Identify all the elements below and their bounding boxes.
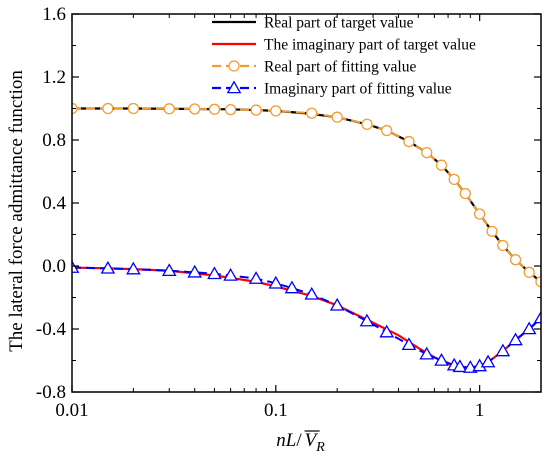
legend-marker-imaginary-part-of-fitting-value	[226, 80, 242, 94]
series-point-imaginary-part-of-fitting-value	[72, 260, 80, 273]
series-point-imaginary-part-of-fitting-value	[495, 343, 511, 357]
legend-label-real-part-of-target-value: Real part of target value	[264, 15, 414, 32]
series-point-real-part-of-fitting-value	[250, 104, 262, 116]
series-point-real-part-of-fitting-value	[448, 173, 460, 186]
legend-label-real-part-of-fitting-value: Real part of fitting value	[264, 59, 416, 76]
series-point-real-part-of-fitting-value	[127, 102, 140, 115]
series-point-real-part-of-fitting-value	[535, 276, 541, 288]
series-point-imaginary-part-of-fitting-value	[434, 352, 449, 366]
series-point-real-part-of-fitting-value	[421, 146, 433, 159]
y-tick-label: 1.6	[42, 4, 66, 25]
x-axis-title-slash: /	[296, 430, 302, 451]
series-point-real-part-of-fitting-value	[486, 225, 498, 238]
y-tick-label: -0.4	[36, 319, 67, 340]
series-point-imaginary-part-of-fitting-value	[187, 264, 203, 278]
series-line-the-imaginary-part-of-target-value	[72, 266, 541, 369]
series-point-imaginary-part-of-fitting-value	[304, 286, 320, 300]
series-point-real-part-of-fitting-value	[381, 124, 393, 137]
x-axis-title: nL/VR	[276, 430, 325, 455]
series-point-real-part-of-fitting-value	[361, 118, 373, 130]
series-point-real-part-of-fitting-value	[509, 254, 522, 266]
series-point-real-part-of-fitting-value	[459, 187, 471, 200]
series-point-imaginary-part-of-fitting-value	[419, 346, 435, 360]
series-point-real-part-of-fitting-value	[102, 102, 114, 115]
x-tick-label: 1	[475, 400, 485, 421]
y-tick-label: 0.0	[42, 256, 66, 277]
series-point-real-part-of-fitting-value	[435, 159, 448, 171]
svg-text:nL/VR: nL/VR	[276, 430, 325, 455]
legend-marker-real-part-of-fitting-value	[228, 60, 240, 72]
series-point-real-part-of-fitting-value	[163, 103, 175, 115]
axis-ticks: 1.6 1.2 0.8 0.4 0.0 -0.4 -0.80.01 0.1 1	[36, 4, 541, 421]
series-point-real-part-of-fitting-value	[331, 111, 343, 123]
series-point-imaginary-part-of-fitting-value	[452, 359, 468, 373]
series-point-imaginary-part-of-fitting-value	[207, 266, 222, 280]
x-axis-title-variable: nL	[276, 430, 296, 451]
series-point-imaginary-part-of-fitting-value	[223, 267, 238, 281]
series-point-real-part-of-fitting-value	[306, 107, 318, 119]
y-tick-label: -0.8	[36, 382, 66, 403]
series-point-real-part-of-fitting-value	[473, 208, 486, 220]
y-tick-label: 1.2	[42, 67, 66, 88]
series-point-imaginary-part-of-fitting-value	[248, 271, 264, 284]
series-point-imaginary-part-of-fitting-value	[284, 280, 300, 294]
series-layer	[72, 102, 541, 373]
x-tick-label: 0.01	[55, 400, 88, 421]
legend-label-imaginary-part-of-fitting-value: Imaginary part of fitting value	[264, 81, 452, 98]
x-tick-label: 0.1	[264, 400, 288, 421]
series-point-imaginary-part-of-fitting-value	[161, 263, 177, 277]
series-line-imaginary-part-of-fitting-value	[72, 266, 541, 369]
series-point-imaginary-part-of-fitting-value	[126, 261, 141, 275]
series-point-imaginary-part-of-fitting-value	[359, 313, 375, 327]
x-axis-title-v: V	[305, 430, 319, 451]
series-point-imaginary-part-of-fitting-value	[379, 324, 395, 338]
series-point-real-part-of-fitting-value	[224, 103, 237, 116]
series-point-real-part-of-fitting-value	[523, 266, 535, 278]
y-tick-label: 0.8	[42, 130, 66, 151]
series-point-imaginary-part-of-fitting-value	[508, 332, 523, 346]
series-point-imaginary-part-of-fitting-value	[480, 354, 496, 368]
series-point-real-part-of-fitting-value	[497, 239, 509, 252]
series-point-imaginary-part-of-fitting-value	[268, 275, 284, 289]
legend-label-the-imaginary-part-of-target-value: The imaginary part of target value	[264, 37, 476, 54]
x-axis-title-subscript: R	[315, 440, 325, 455]
series-point-imaginary-part-of-fitting-value	[329, 297, 345, 311]
y-tick-label: 0.4	[42, 193, 66, 214]
series-point-imaginary-part-of-fitting-value	[533, 310, 541, 324]
y-axis-title: The lateral force admittance function	[6, 70, 27, 352]
series-point-imaginary-part-of-fitting-value	[401, 337, 417, 351]
series-point-real-part-of-fitting-value	[189, 103, 201, 115]
series-point-imaginary-part-of-fitting-value	[521, 321, 537, 335]
series-point-real-part-of-fitting-value	[403, 135, 415, 148]
series-point-imaginary-part-of-fitting-value	[100, 260, 116, 274]
legend: Real part of target value The imaginary p…	[212, 15, 476, 98]
series-point-real-part-of-fitting-value	[270, 105, 282, 117]
series-point-real-part-of-fitting-value	[208, 103, 221, 115]
